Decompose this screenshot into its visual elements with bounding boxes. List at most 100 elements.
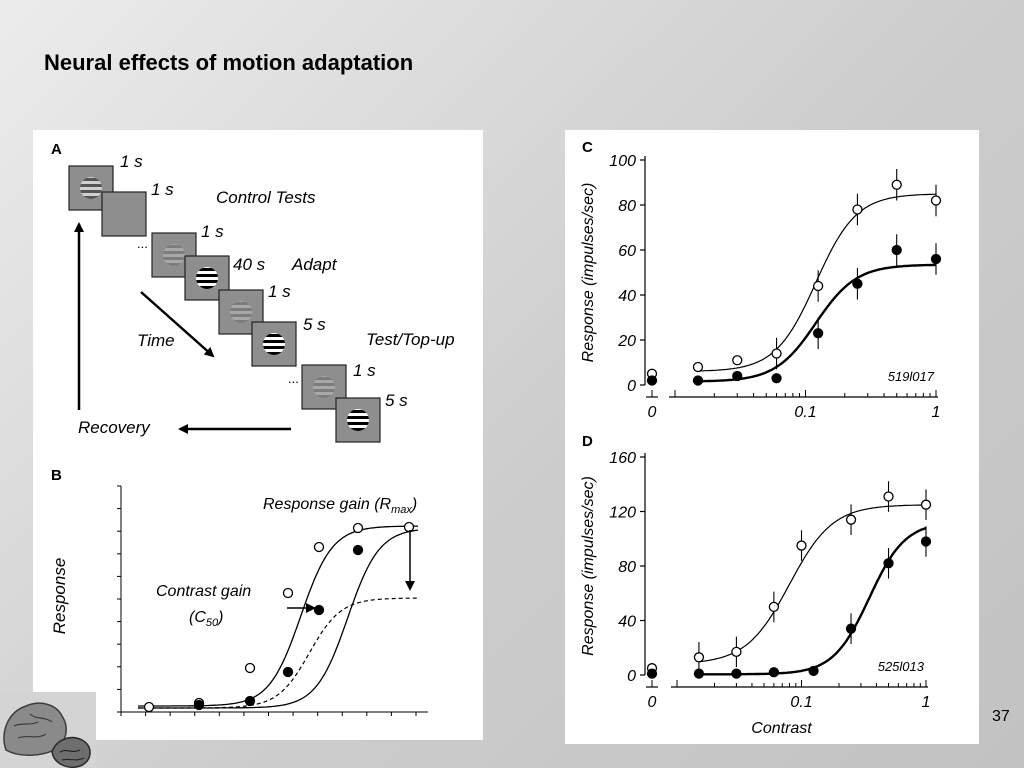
filled-marker xyxy=(193,699,205,711)
contrast-gain-label: Contrast gain xyxy=(156,583,251,600)
control-point xyxy=(771,348,782,359)
x-tick-label: 0 xyxy=(648,694,657,711)
adapted-point xyxy=(883,558,894,569)
response-gain-label: Response gain (Rmax) xyxy=(263,496,417,516)
grating-icon xyxy=(163,244,185,266)
control-point xyxy=(731,646,742,657)
ellipsis: ... xyxy=(288,371,299,386)
grating-icon xyxy=(230,301,252,323)
time-label: Time xyxy=(137,331,175,350)
adapted-point xyxy=(891,244,902,256)
duration-label: 40 s xyxy=(233,255,266,274)
filled-marker xyxy=(352,544,364,556)
adapted-point xyxy=(920,536,932,547)
y-tick-label: 40 xyxy=(618,288,636,305)
adapted-point xyxy=(845,623,857,634)
duration-label: 1 s xyxy=(268,282,291,301)
time-arrow xyxy=(140,291,215,358)
figure-ab-svg: A 1 s1 s1 s40 s1 s5 s1 s5 s...... Contro… xyxy=(50,141,455,716)
panel-b-ticks xyxy=(117,485,417,716)
duration-label: 1 s xyxy=(120,152,143,171)
open-marker xyxy=(313,541,325,553)
adapted-point xyxy=(812,328,824,339)
ellipsis: ... xyxy=(137,236,148,251)
adapted-point xyxy=(771,373,782,384)
y-tick-label: 80 xyxy=(618,198,636,215)
duration-label: 1 s xyxy=(353,361,376,380)
panel-a-label: A xyxy=(51,141,62,158)
panel-c-label: C xyxy=(582,139,593,156)
control-point xyxy=(812,280,824,292)
grating-icon xyxy=(80,177,102,199)
duration-label: 1 s xyxy=(151,180,174,199)
y-tick-label: 20 xyxy=(617,333,636,350)
open-marker xyxy=(143,701,155,713)
control-point xyxy=(768,601,780,613)
adapted-point xyxy=(731,668,742,679)
cell-id-label: 519l017 xyxy=(888,369,935,384)
adapted-point xyxy=(732,370,743,382)
y-axis-label: Response (impulses/sec) xyxy=(580,476,597,656)
x-tick-label: 0.1 xyxy=(790,694,812,711)
y-tick-label: 100 xyxy=(609,153,636,170)
y-axis-label: Response (impulses/sec) xyxy=(580,183,597,363)
response-gain-curve xyxy=(138,597,418,709)
y-tick-label: 120 xyxy=(609,505,636,522)
adapted-point xyxy=(930,253,942,265)
y-tick-label: 0 xyxy=(627,378,636,395)
duration-label: 1 s xyxy=(201,222,224,241)
control-point xyxy=(930,195,942,206)
adapted-point xyxy=(692,375,704,386)
panel-b-points xyxy=(143,521,415,713)
brain-logo-icon xyxy=(0,692,96,768)
adapted-point xyxy=(693,668,705,679)
open-marker xyxy=(403,521,415,533)
control-point xyxy=(883,491,894,502)
grating-icon xyxy=(347,409,369,431)
grating-icon xyxy=(196,267,218,289)
contrast-gain-c50-label: (C50) xyxy=(189,609,223,629)
x-tick-label: 1 xyxy=(932,404,941,421)
control-point xyxy=(845,514,857,525)
filled-marker xyxy=(244,695,256,707)
chart-c: 0 20 40 60 80 100 0 0.1 1 Response (impulses/sec)… xyxy=(580,153,942,421)
adapted-curve xyxy=(138,529,419,709)
y-tick-label: 160 xyxy=(609,450,636,467)
control-point xyxy=(796,540,807,551)
open-marker xyxy=(282,587,294,599)
open-marker xyxy=(352,522,364,534)
chart-d: 0 40 80 120 160 0 0.1 1 Response (impulses/sec) C… xyxy=(580,450,932,737)
x-tick-label: 0.1 xyxy=(794,404,816,421)
slide-title: Neural effects of motion adaptation xyxy=(44,50,414,75)
adapt-label: Adapt xyxy=(291,255,338,274)
filled-marker xyxy=(313,604,325,616)
stimulus-sequence: 1 s1 s1 s40 s1 s5 s1 s5 s...... xyxy=(68,152,408,443)
adapted-point xyxy=(646,375,658,386)
control-point xyxy=(920,499,932,510)
y-tick-label: 40 xyxy=(618,614,636,631)
control-fit-curve xyxy=(699,504,926,663)
adapted-point xyxy=(646,668,658,679)
recovery-label: Recovery xyxy=(78,418,151,437)
control-point xyxy=(852,204,863,215)
duration-label: 5 s xyxy=(385,391,408,410)
control-tests-label: Control Tests xyxy=(216,188,316,207)
control-point xyxy=(732,355,743,366)
duration-label: 5 s xyxy=(303,315,326,334)
open-marker xyxy=(244,662,256,674)
y-tick-label: 60 xyxy=(618,243,636,260)
x-tick-label: 0 xyxy=(648,404,657,421)
control-point xyxy=(692,361,704,373)
figure-panel-cd: C D 0 20 40 60 80 100 0 0.1 1 Response (impulses/… xyxy=(565,130,979,744)
control-point xyxy=(891,179,902,190)
control-point xyxy=(693,652,705,663)
adapted-point xyxy=(768,667,780,678)
stimulus-square xyxy=(101,191,147,237)
page-number: 37 xyxy=(992,708,1010,725)
x-tick-label: 1 xyxy=(922,694,931,711)
adapted-point xyxy=(808,665,819,677)
grating-icon xyxy=(313,376,335,398)
y-tick-label: 0 xyxy=(627,668,636,685)
